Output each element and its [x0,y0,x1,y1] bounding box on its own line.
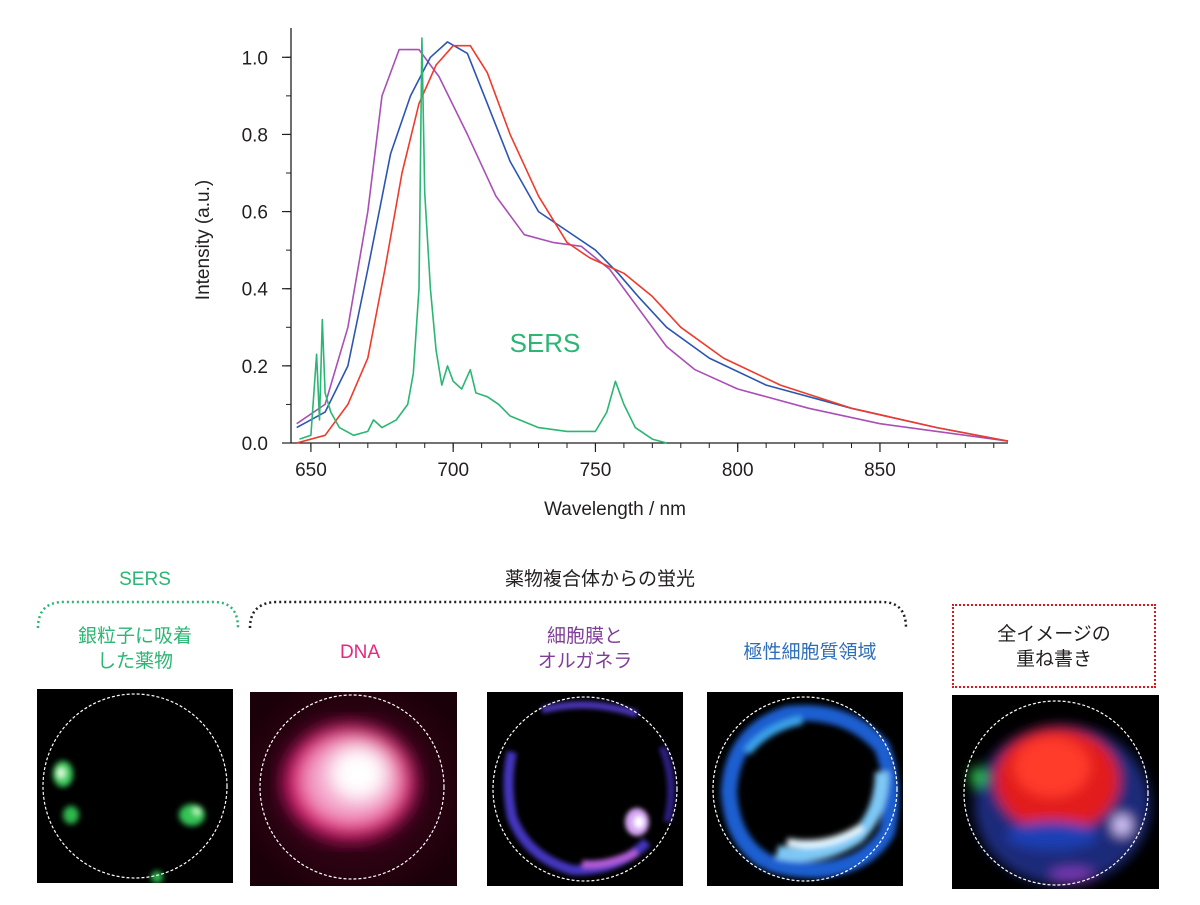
y-tick-label: 0.0 [242,434,268,455]
membrane-label: 細胞膜と オルガネラ [500,624,670,674]
y-axis-label: Intensity (a.u.) [193,180,214,300]
membrane-label-line-2: オルガネラ [537,651,633,672]
overlay-label-box: 全イメージの 重ね書き [952,604,1156,688]
series-line-4 [299,37,667,444]
y-tick-label: 0.8 [242,125,268,146]
y-tick-label: 1.0 [242,48,268,69]
sers-image [37,689,233,883]
dna-image [250,692,457,886]
series-line-1 [296,48,1009,442]
sers-annotation: SERS [510,328,581,358]
dna-label: DNA [339,642,381,663]
sers-subtitle: 銀粒子に吸着 した薬物 [55,624,215,674]
sers-title: SERS [119,569,171,590]
y-tick-label: 0.6 [242,203,268,224]
sers-subtitle-line-1: 銀粒子に吸着 [77,626,192,647]
series-line-2 [296,41,1009,442]
overlay-label-line-1: 全イメージの [997,624,1111,645]
membrane-image [487,692,683,886]
x-tick-label: 700 [437,460,469,481]
group-brackets [36,600,908,629]
x-tick-label: 850 [864,460,896,481]
x-tick-label: 800 [722,460,754,481]
chart-axes: 650 700 750 800 850 0.0 0.2 0.4 0.6 0.8 1.0 [242,28,1008,481]
x-tick-label: 750 [580,460,612,481]
polar-label: 極性細胞質領域 [743,642,877,663]
spectrum-chart: 650 700 750 800 850 0.0 0.2 0.4 0.6 0.8 1.0 SERS W… [193,28,1009,520]
chart-series [296,37,1009,444]
polar-image [707,692,903,886]
overlay-label-line-2: 重ね書き [1015,649,1092,670]
y-tick-label: 0.4 [242,280,269,301]
group-title: 薬物複合体からの蛍光 [504,569,695,590]
x-axis-label: Wavelength / nm [544,499,686,520]
y-tick-label: 0.2 [242,357,268,378]
membrane-label-line-1: 細胞膜と [546,626,623,647]
series-line-3 [296,44,1009,444]
overlay-image [952,695,1159,889]
x-tick-label: 650 [295,460,327,481]
sers-subtitle-line-2: した薬物 [96,651,173,672]
